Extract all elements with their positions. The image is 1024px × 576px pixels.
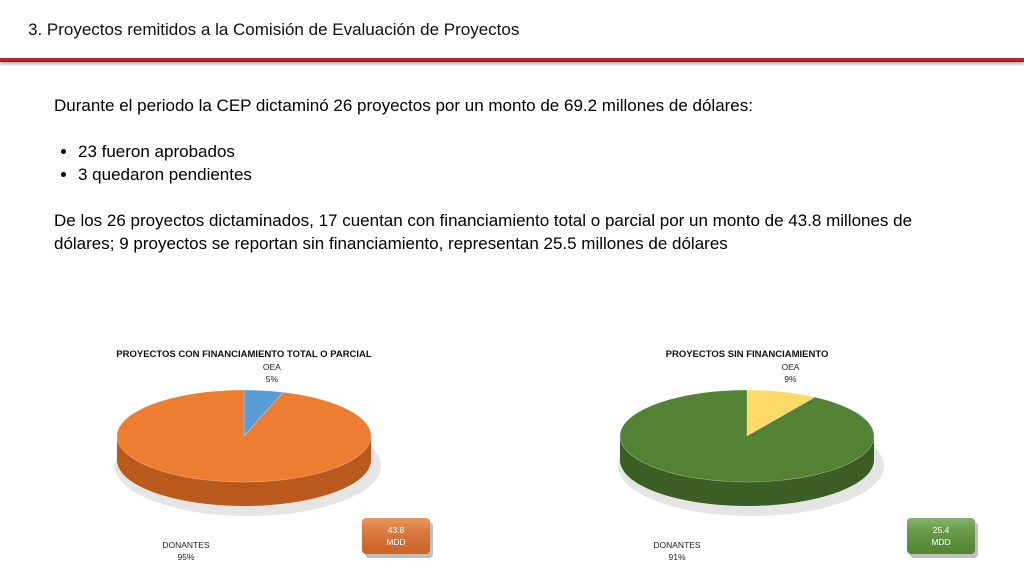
pie-chart-con-financiamiento: PROYECTOS CON FINANCIAMIENTO TOTAL O PAR… xyxy=(115,349,433,562)
summary-paragraph: De los 26 proyectos dictaminados, 17 cue… xyxy=(54,211,913,253)
pie-slice-donantes xyxy=(619,389,875,483)
pie-side xyxy=(117,436,371,506)
amount-unit: MDD xyxy=(386,537,405,547)
amount-value: 25.4 xyxy=(933,525,950,535)
intro-text: Durante el periodo la CEP dictaminó 26 p… xyxy=(54,96,753,115)
amount-unit: MDD xyxy=(931,537,950,547)
pie-chart-sin-financiamiento: PROYECTOS SIN FINANCIAMIENTO OEA 9% DONANTE… xyxy=(618,349,978,562)
chart-title: PROYECTOS SIN FINANCIAMIENTO xyxy=(666,349,829,360)
bullet-item: 23 fueron aprobados xyxy=(78,140,974,163)
slice-percent: 9% xyxy=(784,374,797,384)
amount-box-gloss xyxy=(907,518,975,554)
slice-percent: 91% xyxy=(668,552,685,562)
pie-slice-donantes xyxy=(116,389,372,483)
bullet-list: 23 fueron aprobados 3 quedaron pendiente… xyxy=(54,140,974,186)
amount-box-gloss xyxy=(362,518,430,554)
pie-side xyxy=(620,436,874,506)
slice-label: OEA xyxy=(781,362,799,372)
title-divider xyxy=(0,58,1024,62)
amount-value: 43.8 xyxy=(388,525,405,535)
pie-slice-oea xyxy=(746,389,816,437)
slide-body: Durante el periodo la CEP dictaminó 26 p… xyxy=(54,94,974,255)
slice-label: OEA xyxy=(263,362,281,372)
bullet-item: 3 quedaron pendientes xyxy=(78,163,974,186)
slice-percent: 95% xyxy=(177,552,194,562)
chart-title: PROYECTOS CON FINANCIAMIENTO TOTAL O PAR… xyxy=(116,349,372,360)
slice-label: DONANTES xyxy=(162,540,210,550)
pie-slice-oea xyxy=(243,389,284,437)
slice-percent: 5% xyxy=(266,374,279,384)
slide-title: 3. Proyectos remitidos a la Comisión de … xyxy=(28,20,520,39)
slice-label: DONANTES xyxy=(653,540,701,550)
